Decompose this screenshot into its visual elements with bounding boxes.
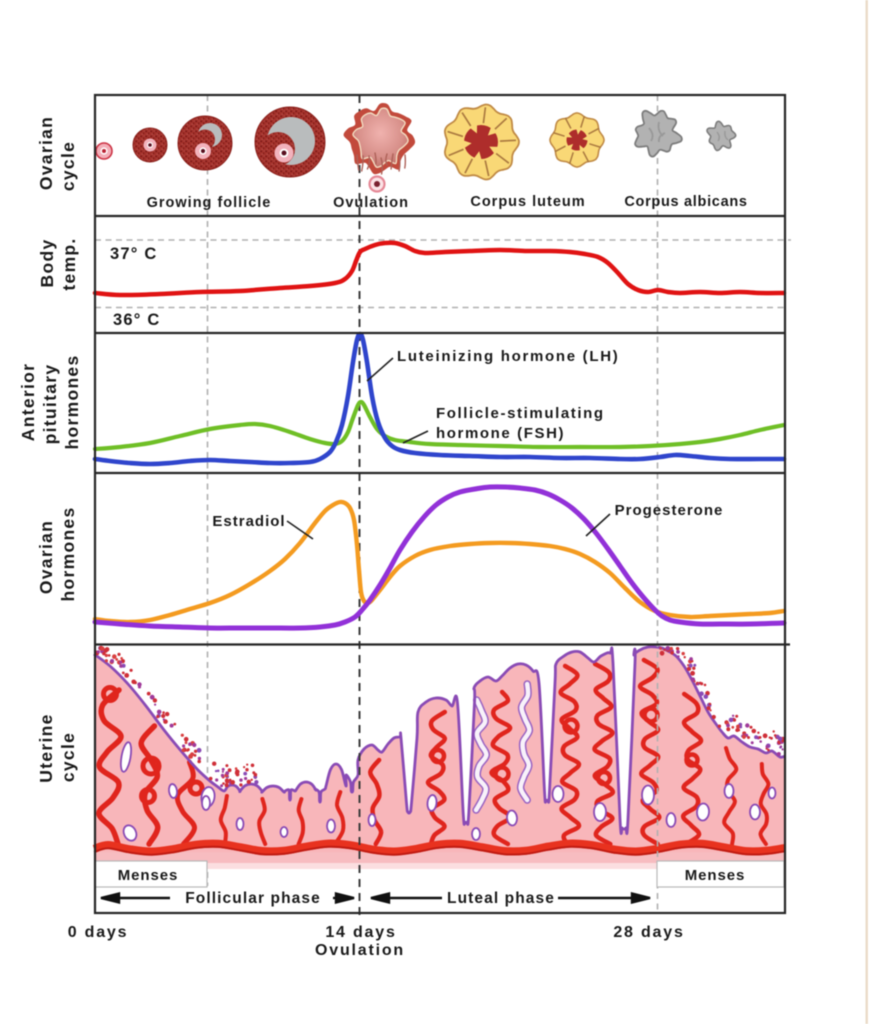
svg-text:Corpus albicans: Corpus albicans — [624, 194, 747, 210]
svg-text:Follicular phase: Follicular phase — [185, 890, 321, 907]
svg-text:37° C: 37° C — [110, 245, 157, 263]
svg-text:Menses: Menses — [118, 867, 178, 884]
svg-text:Estradiol: Estradiol — [212, 513, 285, 530]
svg-text:Anterior: Anterior — [18, 363, 38, 441]
svg-text:Luteal phase: Luteal phase — [447, 890, 555, 907]
svg-text:hormone (FSH): hormone (FSH) — [436, 425, 565, 442]
svg-text:pituitary: pituitary — [40, 364, 60, 445]
svg-text:Menses: Menses — [685, 867, 745, 884]
svg-text:Ovarian: Ovarian — [36, 116, 56, 190]
svg-text:Ovulation: Ovulation — [333, 195, 409, 211]
svg-text:hormones: hormones — [62, 355, 82, 450]
svg-text:Ovulation: Ovulation — [315, 942, 405, 959]
svg-text:cycle: cycle — [58, 732, 78, 782]
svg-text:cycle: cycle — [58, 141, 78, 191]
svg-text:Body: Body — [37, 239, 57, 288]
svg-text:36° C: 36° C — [113, 311, 160, 329]
svg-text:Corpus luteum: Corpus luteum — [470, 194, 585, 210]
svg-text:Progesterone: Progesterone — [615, 502, 724, 519]
svg-text:hormones: hormones — [58, 507, 78, 602]
svg-text:Follicle-stimulating: Follicle-stimulating — [436, 405, 605, 422]
svg-text:Ovarian: Ovarian — [36, 520, 56, 594]
svg-text:0 days: 0 days — [68, 924, 129, 941]
svg-text:Uterine: Uterine — [36, 713, 56, 782]
svg-text:temp.: temp. — [59, 237, 79, 290]
svg-text:14 days: 14 days — [325, 924, 396, 941]
svg-text:Growing follicle: Growing follicle — [147, 195, 272, 211]
svg-text:Luteinizing hormone (LH): Luteinizing hormone (LH) — [397, 348, 619, 365]
svg-text:28 days: 28 days — [613, 924, 684, 941]
